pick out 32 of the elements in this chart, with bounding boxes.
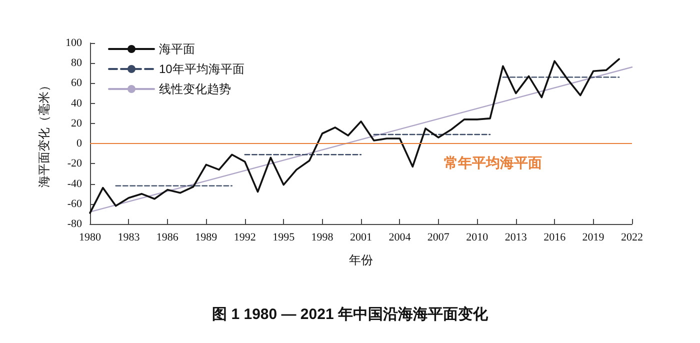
x-tick-label: 1995 [272,232,296,244]
y-tick-label: 80 [71,57,82,70]
legend-label: 线性变化趋势 [159,82,231,96]
x-tick-label: 1989 [195,232,218,244]
ref-line-label: 常年平均海平面 [444,154,542,171]
x-tick-label: 2016 [544,232,566,244]
y-tick-label: -20 [67,158,82,170]
y-tick-label: 0 [76,138,82,150]
y-tick-label: 20 [71,117,82,130]
y-tick-label: 100 [66,37,82,49]
y-tick-label: -80 [67,218,82,230]
y-tick-label: 60 [71,77,82,90]
x-tick-label: 2004 [388,232,412,244]
x-tick-label: 1986 [156,232,179,244]
x-tick-label: 1980 [79,232,102,244]
x-tick-label: 1983 [118,232,140,244]
text: 图 1 1980 — 2021 年中国沿海海平面变化 [212,305,489,323]
x-tick-label: 2001 [350,232,372,244]
x-tick-label: 2010 [466,232,489,244]
x-tick-label: 2007 [427,232,450,244]
y-tick-label: -40 [67,178,82,190]
x-tick-label: 1998 [311,232,334,244]
legend-label: 海平面 [159,42,195,56]
legend-label: 10年平均海平面 [159,62,244,76]
y-tick-label: 40 [71,97,82,110]
y-tick-label: -60 [67,198,82,210]
x-tick-label: 2019 [582,232,605,244]
x-tick-label: 2013 [504,232,528,244]
x-tick-label: 2022 [621,232,643,244]
x-axis-title: 年份 [349,253,373,267]
x-tick-label: 1992 [234,232,256,244]
y-axis-title: 海平面变化（毫米） [37,80,51,188]
